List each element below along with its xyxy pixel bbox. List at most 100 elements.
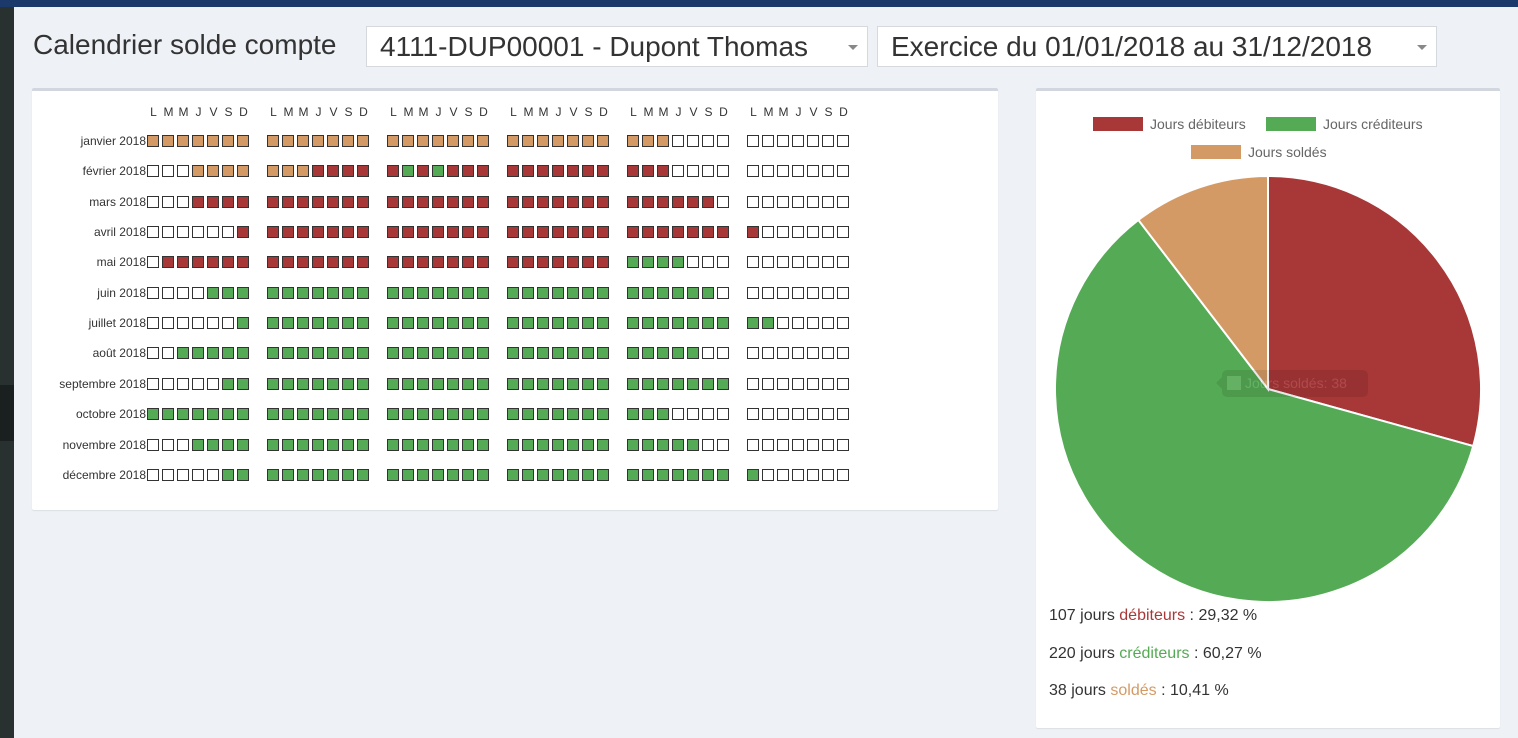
day-cell-credit[interactable] bbox=[297, 468, 309, 481]
day-cell-credit[interactable] bbox=[657, 377, 669, 390]
day-cell-credit[interactable] bbox=[522, 408, 534, 421]
day-cell-credit[interactable] bbox=[312, 408, 324, 421]
day-cell-credit[interactable] bbox=[567, 438, 579, 451]
day-cell-credit[interactable] bbox=[582, 408, 594, 421]
day-cell-credit[interactable] bbox=[357, 347, 369, 360]
day-cell-credit[interactable] bbox=[522, 347, 534, 360]
day-cell-debit[interactable] bbox=[672, 195, 684, 208]
day-cell-credit[interactable] bbox=[192, 408, 204, 421]
day-cell-credit[interactable] bbox=[282, 317, 294, 330]
day-cell-debit[interactable] bbox=[282, 256, 294, 269]
day-cell-credit[interactable] bbox=[627, 256, 639, 269]
day-cell-credit[interactable] bbox=[297, 347, 309, 360]
day-cell-debit[interactable] bbox=[432, 195, 444, 208]
day-cell-credit[interactable] bbox=[387, 438, 399, 451]
day-cell-credit[interactable] bbox=[192, 347, 204, 360]
day-cell-credit[interactable] bbox=[327, 347, 339, 360]
day-cell-credit[interactable] bbox=[552, 377, 564, 390]
day-cell-debit[interactable] bbox=[567, 226, 579, 239]
day-cell-solde[interactable] bbox=[297, 135, 309, 147]
day-cell-debit[interactable] bbox=[597, 165, 609, 178]
day-cell-debit[interactable] bbox=[702, 195, 714, 208]
day-cell-credit[interactable] bbox=[267, 347, 279, 360]
day-cell-credit[interactable] bbox=[207, 347, 219, 360]
day-cell-credit[interactable] bbox=[642, 408, 654, 421]
day-cell-solde[interactable] bbox=[342, 135, 354, 147]
pie-slice-debiteurs[interactable] bbox=[1267, 175, 1482, 448]
day-cell-credit[interactable] bbox=[402, 347, 414, 360]
day-cell-credit[interactable] bbox=[207, 286, 219, 299]
day-cell-credit[interactable] bbox=[672, 256, 684, 269]
day-cell-credit[interactable] bbox=[687, 468, 699, 481]
day-cell-credit[interactable] bbox=[507, 347, 519, 360]
day-cell-credit[interactable] bbox=[402, 286, 414, 299]
day-cell-debit[interactable] bbox=[297, 256, 309, 269]
day-cell-credit[interactable] bbox=[297, 286, 309, 299]
day-cell-solde[interactable] bbox=[507, 135, 519, 147]
day-cell-solde[interactable] bbox=[282, 165, 294, 178]
day-cell-credit[interactable] bbox=[417, 408, 429, 421]
day-cell-credit[interactable] bbox=[312, 317, 324, 330]
day-cell-debit[interactable] bbox=[582, 226, 594, 239]
day-cell-credit[interactable] bbox=[762, 317, 774, 330]
day-cell-debit[interactable] bbox=[627, 195, 639, 208]
day-cell-credit[interactable] bbox=[147, 408, 159, 421]
day-cell-debit[interactable] bbox=[522, 256, 534, 269]
pie-chart[interactable]: Jours soldés: 38 bbox=[1054, 175, 1482, 605]
day-cell-debit[interactable] bbox=[627, 226, 639, 239]
day-cell-solde[interactable] bbox=[357, 135, 369, 147]
day-cell-credit[interactable] bbox=[282, 438, 294, 451]
day-cell-solde[interactable] bbox=[282, 135, 294, 147]
day-cell-debit[interactable] bbox=[657, 165, 669, 178]
day-cell-credit[interactable] bbox=[237, 377, 249, 390]
day-cell-credit[interactable] bbox=[447, 468, 459, 481]
day-cell-debit[interactable] bbox=[222, 195, 234, 208]
day-cell-debit[interactable] bbox=[297, 226, 309, 239]
day-cell-credit[interactable] bbox=[297, 408, 309, 421]
day-cell-debit[interactable] bbox=[312, 256, 324, 269]
day-cell-credit[interactable] bbox=[312, 286, 324, 299]
legend-item-soldes[interactable]: Jours soldés bbox=[1191, 144, 1327, 160]
day-cell-debit[interactable] bbox=[657, 195, 669, 208]
day-cell-credit[interactable] bbox=[537, 317, 549, 330]
day-cell-credit[interactable] bbox=[267, 468, 279, 481]
day-cell-credit[interactable] bbox=[642, 317, 654, 330]
legend-item-crediteurs[interactable]: Jours créditeurs bbox=[1266, 116, 1423, 132]
day-cell-credit[interactable] bbox=[222, 438, 234, 451]
day-cell-credit[interactable] bbox=[537, 286, 549, 299]
day-cell-credit[interactable] bbox=[507, 317, 519, 330]
day-cell-debit[interactable] bbox=[627, 165, 639, 178]
day-cell-credit[interactable] bbox=[687, 317, 699, 330]
day-cell-debit[interactable] bbox=[462, 195, 474, 208]
day-cell-debit[interactable] bbox=[402, 226, 414, 239]
day-cell-credit[interactable] bbox=[297, 377, 309, 390]
day-cell-debit[interactable] bbox=[237, 195, 249, 208]
day-cell-credit[interactable] bbox=[657, 438, 669, 451]
day-cell-credit[interactable] bbox=[282, 408, 294, 421]
day-cell-credit[interactable] bbox=[327, 286, 339, 299]
day-cell-credit[interactable] bbox=[177, 408, 189, 421]
day-cell-credit[interactable] bbox=[297, 317, 309, 330]
day-cell-credit[interactable] bbox=[477, 438, 489, 451]
day-cell-credit[interactable] bbox=[477, 468, 489, 481]
day-cell-credit[interactable] bbox=[567, 347, 579, 360]
day-cell-credit[interactable] bbox=[327, 438, 339, 451]
day-cell-debit[interactable] bbox=[432, 226, 444, 239]
day-cell-solde[interactable] bbox=[177, 135, 189, 147]
day-cell-solde[interactable] bbox=[222, 165, 234, 178]
day-cell-debit[interactable] bbox=[357, 226, 369, 239]
day-cell-credit[interactable] bbox=[387, 408, 399, 421]
day-cell-solde[interactable] bbox=[477, 135, 489, 147]
day-cell-credit[interactable] bbox=[417, 468, 429, 481]
day-cell-credit[interactable] bbox=[552, 317, 564, 330]
day-cell-debit[interactable] bbox=[687, 226, 699, 239]
day-cell-credit[interactable] bbox=[327, 408, 339, 421]
day-cell-credit[interactable] bbox=[222, 408, 234, 421]
day-cell-credit[interactable] bbox=[642, 377, 654, 390]
day-cell-debit[interactable] bbox=[312, 226, 324, 239]
day-cell-debit[interactable] bbox=[642, 195, 654, 208]
day-cell-credit[interactable] bbox=[702, 286, 714, 299]
day-cell-credit[interactable] bbox=[462, 377, 474, 390]
day-cell-credit[interactable] bbox=[237, 347, 249, 360]
day-cell-debit[interactable] bbox=[162, 256, 174, 269]
